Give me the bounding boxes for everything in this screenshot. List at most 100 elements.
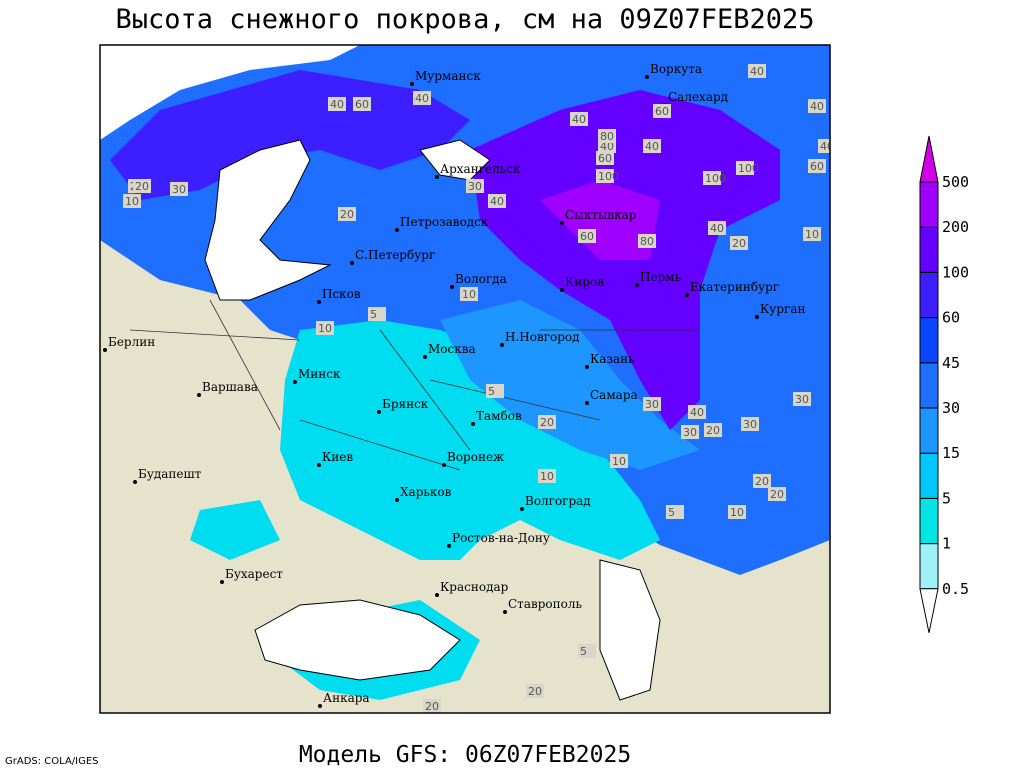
contour-labels: 2040604040404060802030102030100100100608… [123, 64, 834, 713]
city-dot [471, 422, 475, 426]
city-dot [318, 704, 322, 708]
city-label: Тамбов [476, 409, 522, 423]
city-dot [685, 293, 689, 297]
city-label: Харьков [400, 485, 452, 499]
arctic-sea [100, 45, 360, 140]
contour-label-box [768, 487, 786, 501]
city-dot [350, 261, 354, 265]
city-label: Берлин [108, 335, 155, 349]
contour-label-box [704, 423, 722, 437]
city-label: Воронеж [447, 450, 504, 464]
city-dot [645, 75, 649, 79]
credit: GrADS: COLA/IGES [5, 756, 99, 767]
snow-max [540, 180, 660, 260]
city-label: Петрозаводск [400, 215, 489, 229]
contour-label-box [328, 97, 346, 111]
contour-label: 30 [683, 426, 697, 439]
contour-label: 20 [732, 237, 746, 250]
contour-label: 5 [370, 308, 377, 321]
colorbar-top-triangle [919, 135, 939, 183]
city-dot [423, 355, 427, 359]
contour-label: 20 [135, 180, 149, 193]
colorbar-label: 0.5 [942, 580, 969, 598]
contour-label-box [596, 151, 614, 165]
contour-label-box [570, 112, 588, 126]
city-label: Бухарест [225, 567, 283, 581]
colorbar-label: 500 [942, 173, 969, 191]
contour-label-box [703, 171, 721, 185]
contour-label: 40 [820, 140, 834, 153]
contour-label-box [803, 227, 821, 241]
contour-label-box [170, 182, 188, 196]
city-dot [585, 365, 589, 369]
contour-label: 20 [706, 424, 720, 437]
city-label: Брянск [382, 397, 429, 411]
contour-label: 40 [690, 406, 704, 419]
colorbar-box [919, 362, 939, 409]
city-dot [317, 300, 321, 304]
city-label: Сыктывкар [565, 208, 637, 222]
contour-label-box [730, 236, 748, 250]
snow-mid [440, 300, 700, 470]
cities: Мурманск Воркута Салехард Архангельск Сыктыв… [103, 62, 805, 708]
colorbar-box [919, 271, 939, 319]
city-dot [447, 544, 451, 548]
contour-label-box [538, 469, 556, 483]
city-dot [635, 283, 639, 287]
contour-label: 10 [125, 195, 139, 208]
contour-label-box [753, 474, 771, 488]
map-frame [99, 44, 831, 714]
colorbar-label: 45 [942, 354, 960, 372]
city-dot [197, 393, 201, 397]
contour-label-box [486, 384, 504, 398]
contour-label-box [578, 229, 596, 243]
city-dot [395, 228, 399, 232]
city-label: Москва [428, 342, 476, 356]
colorbar-box [919, 543, 939, 590]
city-label: Анкара [323, 691, 370, 705]
contour-label-box [460, 287, 478, 301]
contour-label: 100 [738, 162, 759, 175]
contour-label-box [818, 139, 830, 153]
city-label: Киев [322, 450, 353, 464]
contour-label: 10 [612, 455, 626, 468]
contour-label-box [338, 207, 356, 221]
contour-label: 40 [810, 100, 824, 113]
city-dot [450, 285, 454, 289]
colorbar-box [919, 226, 939, 273]
contour-label: 40 [490, 195, 504, 208]
contour-label-box [741, 417, 759, 431]
contour-label-box [466, 179, 484, 193]
city-dot [103, 348, 107, 352]
colorbar-bottom-triangle [919, 588, 939, 633]
city-dot [293, 380, 297, 384]
contour-label: 80 [600, 130, 614, 143]
city-label: Ставрополь [508, 597, 582, 611]
contour-label: 40 [572, 113, 586, 126]
colorbar-label: 60 [942, 309, 960, 327]
contour-label-box [413, 91, 431, 105]
city-label: Пермь [640, 270, 682, 284]
colorbar-label: 15 [942, 444, 960, 462]
contour-label: 20 [540, 416, 554, 429]
city-dot [500, 343, 504, 347]
city-label: Вологда [455, 272, 507, 286]
contour-label-box [353, 97, 371, 111]
contour-label: 40 [330, 98, 344, 111]
contour-label: 10 [805, 228, 819, 241]
colorbar-box [919, 407, 939, 454]
contour-label-box [736, 161, 754, 175]
model-footer: Модель GFS: 06Z07FEB2025 [299, 742, 631, 768]
contour-label-box [538, 415, 556, 429]
contour-label: 20 [770, 488, 784, 501]
contour-label-box [808, 99, 826, 113]
colorbar-label: 30 [942, 399, 960, 417]
contour-label-box [708, 221, 726, 235]
black-sea [254, 599, 461, 681]
contour-label-box [666, 505, 684, 519]
contour-label-box [643, 139, 661, 153]
contour-label-box [316, 321, 334, 335]
city-dot [377, 410, 381, 414]
contour-label: 40 [750, 65, 764, 78]
